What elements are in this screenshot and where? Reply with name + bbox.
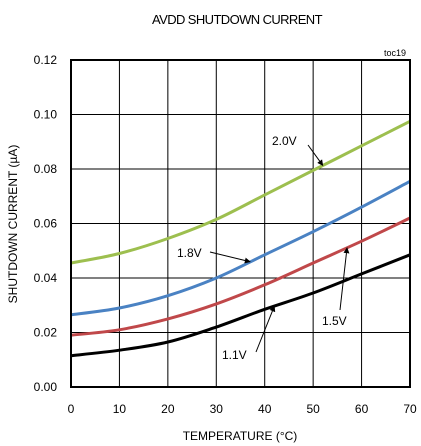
series-pointer	[255, 305, 276, 353]
series-line-2-0v	[70, 119, 411, 265]
x-tick-label: 70	[403, 402, 417, 416]
series-label-2-0v: 2.0V	[272, 134, 297, 148]
series-line-1-1v	[70, 253, 411, 358]
series-label-1-5v: 1.5V	[322, 314, 347, 328]
y-tick-label: 0.00	[34, 380, 58, 394]
chart-title: AVDD SHUTDOWN CURRENT	[152, 12, 323, 27]
x-tick-label: 60	[355, 402, 369, 416]
y-tick-label: 0.02	[34, 326, 58, 340]
plot-frame	[70, 59, 411, 388]
series-label-1-8v: 1.8V	[177, 246, 202, 260]
y-tick-label: 0.12	[34, 53, 58, 67]
y-tick-label: 0.04	[34, 271, 58, 285]
x-tick-label: 20	[161, 402, 175, 416]
series-pointer	[307, 144, 324, 166]
series-pointer	[339, 247, 350, 311]
grid	[70, 59, 411, 388]
x-tick-label: 10	[113, 402, 127, 416]
series-layer	[70, 119, 411, 358]
y-tick-label: 0.06	[34, 217, 58, 231]
x-tick-label: 0	[68, 402, 75, 416]
series-line-1-8v	[70, 179, 411, 317]
chart-note: toc19	[384, 48, 406, 58]
series-line-1-5v	[70, 216, 411, 337]
y-tick-label: 0.10	[34, 108, 58, 122]
annotations: 2.0V 1.8V 1.5V 1.1V	[177, 134, 350, 362]
x-tick-label: 30	[210, 402, 224, 416]
series-label-1-1v: 1.1V	[222, 348, 247, 362]
y-tick-label: 0.08	[34, 162, 58, 176]
x-tick-label: 50	[306, 402, 320, 416]
tick-labels: 0 10 20 30 40 50 60 70 0.00 0.02 0.04 0.06 0.08 0.10 0…	[34, 53, 417, 416]
x-tick-label: 40	[258, 402, 272, 416]
y-axis-label: SHUTDOWN CURRENT (µA)	[6, 145, 20, 304]
x-axis-label: TEMPERATURE (°C)	[183, 429, 298, 443]
series-pointer	[209, 251, 251, 264]
